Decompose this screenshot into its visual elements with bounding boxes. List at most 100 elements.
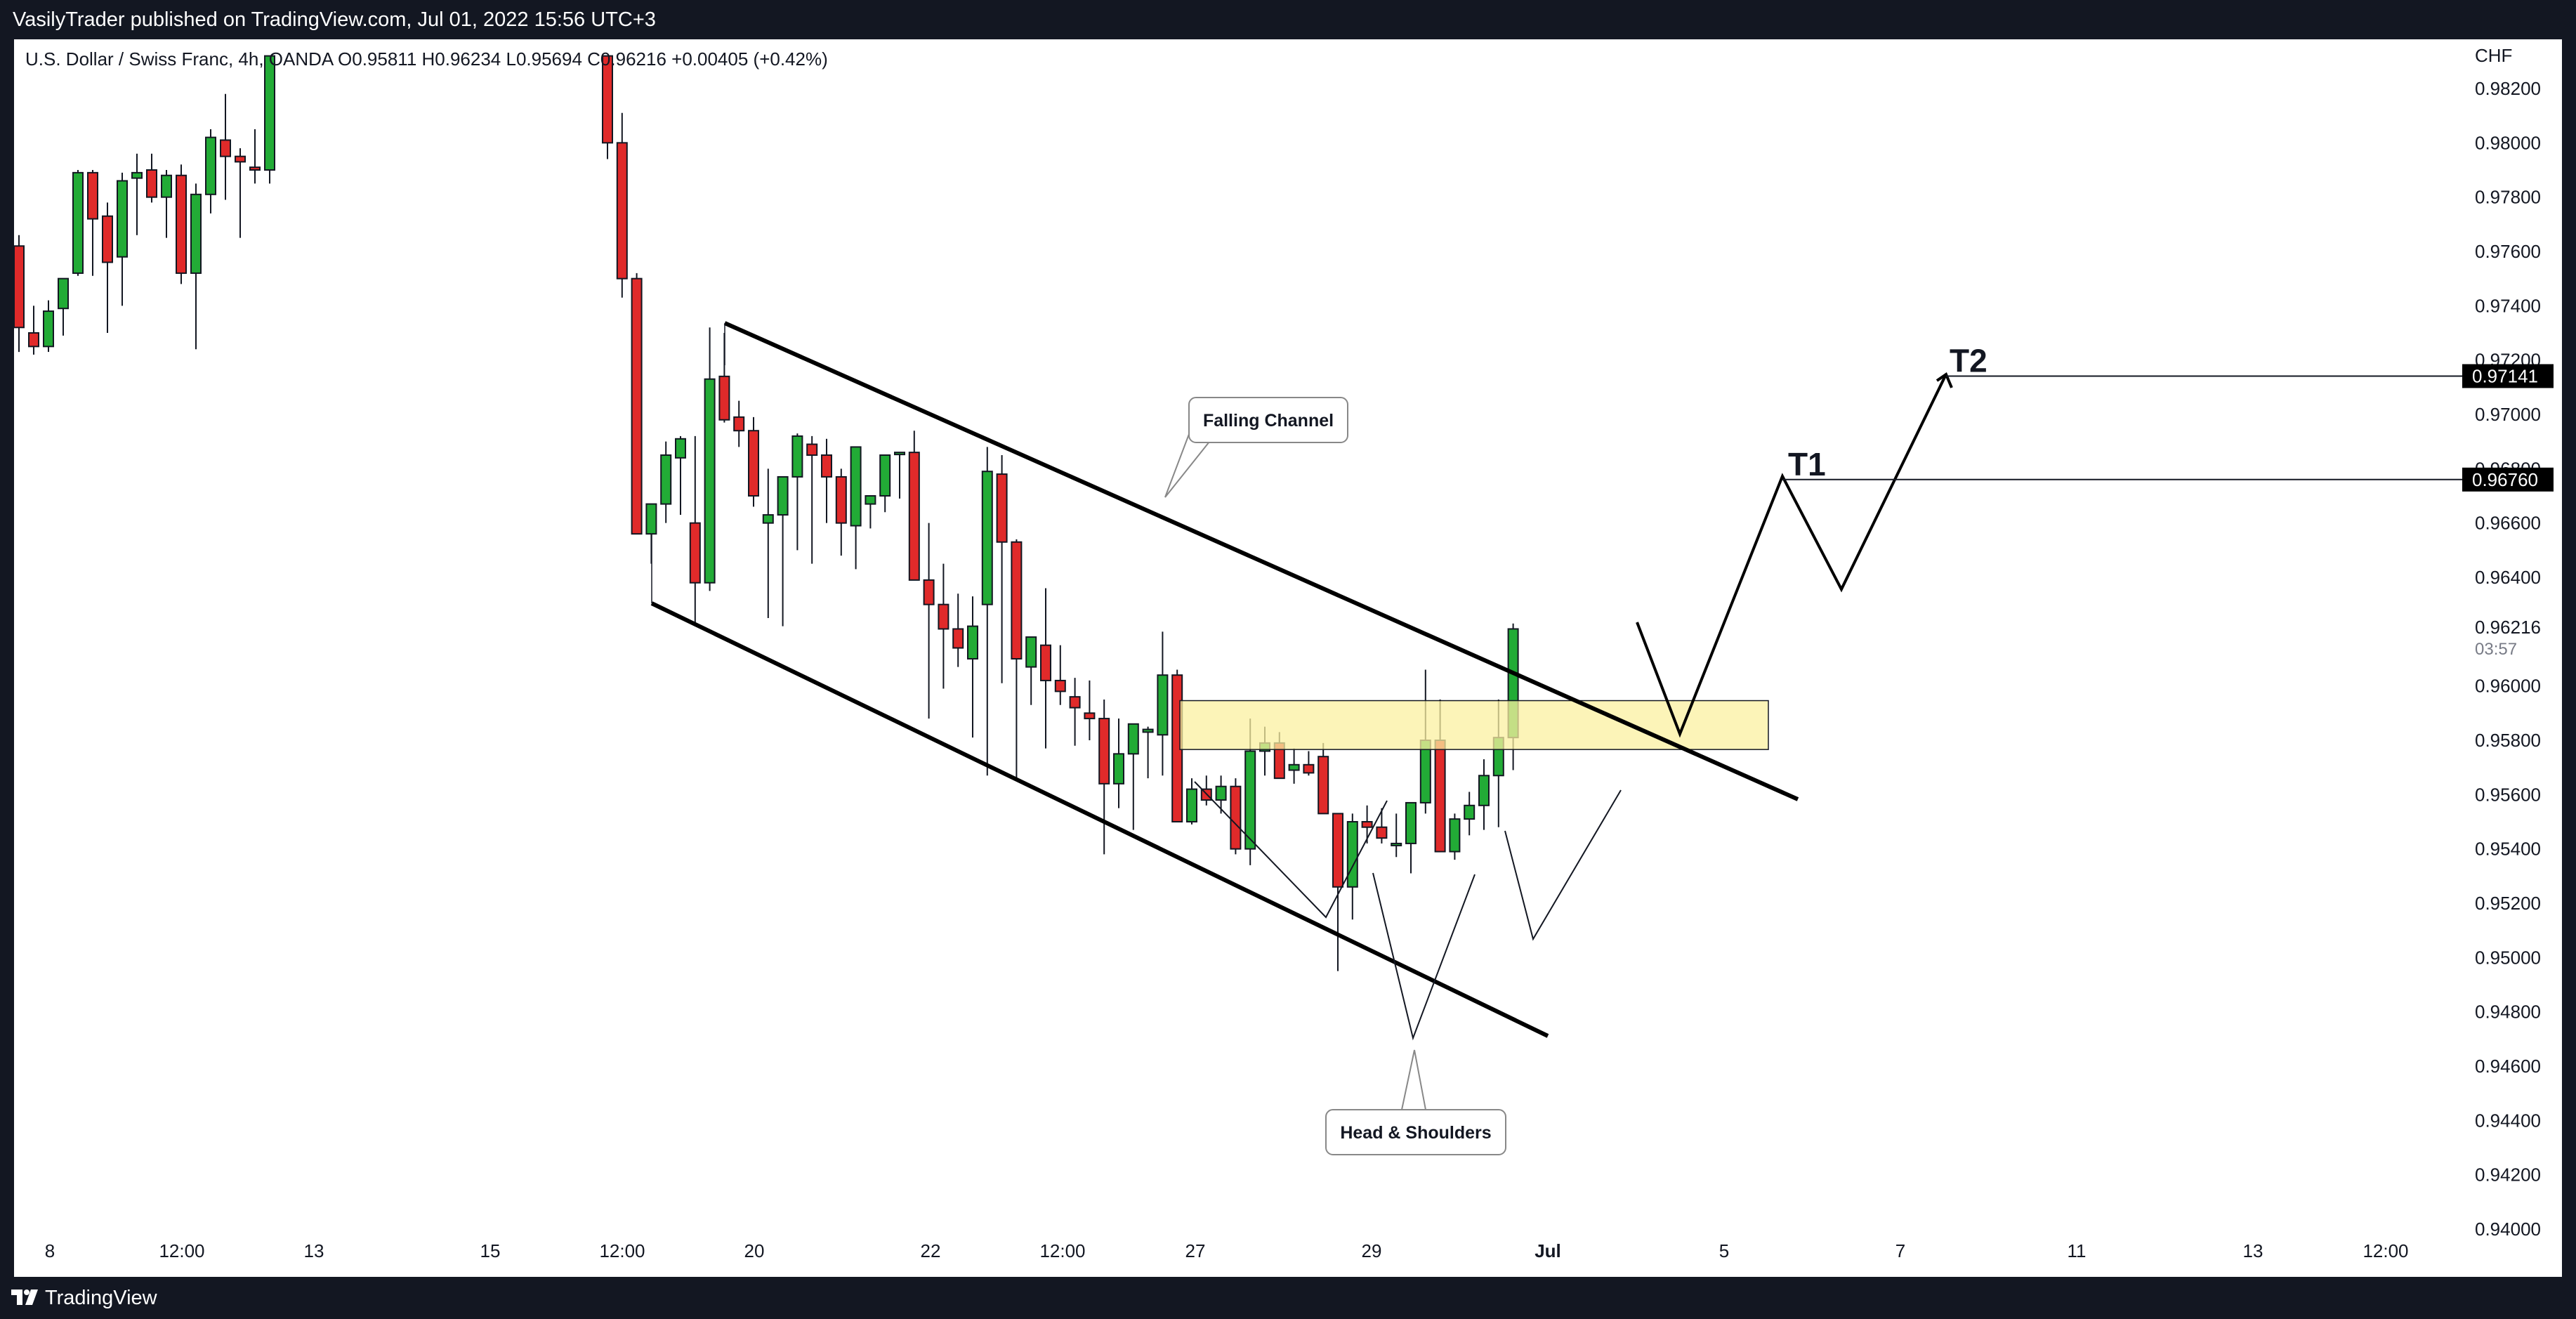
price-tick-label: 0.96400 xyxy=(2475,567,2541,588)
candle-body xyxy=(748,430,759,497)
candle-body xyxy=(1464,804,1476,820)
candle-body xyxy=(791,435,803,478)
candle-body xyxy=(1288,763,1300,771)
price-tick-label: 0.96600 xyxy=(2475,513,2541,534)
candle-body xyxy=(718,375,730,421)
candle-left-body xyxy=(58,277,69,310)
candles-layer xyxy=(13,55,1519,971)
candle-body xyxy=(1244,750,1256,850)
candle-body xyxy=(938,603,949,630)
price-tick-label: 0.97600 xyxy=(2475,241,2541,262)
candle-body xyxy=(996,473,1008,543)
projection-path xyxy=(1636,374,1947,738)
time-tick-label: 22 xyxy=(921,1240,941,1261)
candle-body xyxy=(1098,718,1110,785)
candle-left-body xyxy=(146,169,157,198)
candle-body xyxy=(894,452,905,456)
candle-body xyxy=(645,503,657,535)
price-tick-label: 0.98200 xyxy=(2475,78,2541,99)
candle-left-body xyxy=(176,174,187,274)
candle-body xyxy=(1011,541,1023,660)
price-tag-t1 xyxy=(2462,467,2554,492)
time-tick-label: 7 xyxy=(1895,1240,1905,1261)
left-shoulder-line xyxy=(1194,781,1388,919)
price-tag-label-t2: 0.97141 xyxy=(2472,365,2538,386)
candle-left-body xyxy=(102,215,113,263)
candle-body xyxy=(1127,723,1139,755)
resistance-zone xyxy=(1179,700,1769,750)
time-tick-label: 8 xyxy=(45,1240,55,1261)
price-tick-label: 0.94400 xyxy=(2475,1110,2541,1131)
time-tick-label: 13 xyxy=(2243,1240,2263,1261)
time-tick-label: Jul xyxy=(1535,1240,1561,1261)
channel-upper-line xyxy=(723,321,1799,801)
head-shoulders-callout-pointer xyxy=(1401,1049,1426,1110)
price-tag-label-t1: 0.96760 xyxy=(2472,469,2538,490)
price-tick-label: 0.98000 xyxy=(2475,132,2541,153)
candle-body xyxy=(733,416,745,432)
publisher-bar: VasilyTrader published on TradingView.co… xyxy=(0,0,2576,39)
projection-arrowhead xyxy=(1936,372,1953,388)
candle-body xyxy=(981,471,993,605)
left-border xyxy=(0,39,14,1277)
candle-left-body xyxy=(117,180,128,258)
time-tick-label: 13 xyxy=(304,1240,324,1261)
head-shoulders-label: Head & Shoulders xyxy=(1340,1123,1491,1143)
candle-left-body xyxy=(28,332,39,348)
candle-body xyxy=(1376,826,1388,839)
candle-body xyxy=(1084,712,1096,720)
tradingview-logo-icon xyxy=(11,1290,38,1305)
candle-body xyxy=(908,452,920,581)
publisher-text: VasilyTrader published on TradingView.co… xyxy=(13,8,656,31)
candle-body xyxy=(879,454,891,497)
candle-body xyxy=(1478,775,1490,806)
candle-body xyxy=(1215,785,1227,801)
candle-body xyxy=(1113,753,1124,785)
price-tick-label: 0.94600 xyxy=(2475,1056,2541,1077)
price-tick-label: 0.94800 xyxy=(2475,1002,2541,1023)
channel-lower-line xyxy=(650,601,1549,1038)
candle-body xyxy=(762,514,774,524)
price-tick-label: 0.95000 xyxy=(2475,947,2541,968)
time-tick-label: 5 xyxy=(1719,1240,1729,1261)
currency-label: CHF xyxy=(2475,45,2512,66)
candle-body xyxy=(660,454,672,505)
candle-body xyxy=(1317,756,1329,815)
candle-left-body xyxy=(43,310,54,348)
candle-left-body xyxy=(13,245,25,329)
price-tick-label: 0.94000 xyxy=(2475,1219,2541,1240)
candle-left-body xyxy=(235,155,246,163)
candle-left-body xyxy=(190,193,202,274)
time-tick-label: 15 xyxy=(480,1240,501,1261)
candle-left-body xyxy=(131,171,143,179)
target-label-t1: T1 xyxy=(1788,446,1826,483)
time-tick-label: 12:00 xyxy=(599,1240,645,1261)
footer-brand: TradingView xyxy=(45,1287,157,1309)
right-border xyxy=(2562,39,2576,1277)
falling-channel-callout xyxy=(1188,397,1348,443)
chart-background xyxy=(0,39,2576,1277)
candle-body xyxy=(967,625,978,660)
last-price-label: 0.96216 xyxy=(2475,617,2541,638)
price-tick-label: 0.95800 xyxy=(2475,730,2541,751)
candle-body xyxy=(1449,818,1461,853)
candle-body xyxy=(602,55,613,144)
falling-channel-label: Falling Channel xyxy=(1203,411,1334,431)
price-tick-label: 0.96000 xyxy=(2475,676,2541,697)
price-tag-t2 xyxy=(2462,364,2554,388)
right-shoulder-line xyxy=(1504,789,1622,941)
candle-left-body xyxy=(72,171,84,274)
price-axis: 0.982000.980000.978000.976000.974000.972… xyxy=(2462,78,2554,1240)
time-tick-label: 29 xyxy=(1362,1240,1382,1261)
candle-body xyxy=(865,495,876,505)
head-shoulders-callout xyxy=(1325,1109,1506,1155)
candle-body xyxy=(1346,821,1358,888)
candle-body xyxy=(1142,728,1154,733)
candle-body xyxy=(689,522,701,584)
candle-left-body xyxy=(249,166,261,171)
price-tick-label: 0.95200 xyxy=(2475,893,2541,914)
time-tick-label: 12:00 xyxy=(1039,1240,1085,1261)
candle-body xyxy=(952,628,964,649)
